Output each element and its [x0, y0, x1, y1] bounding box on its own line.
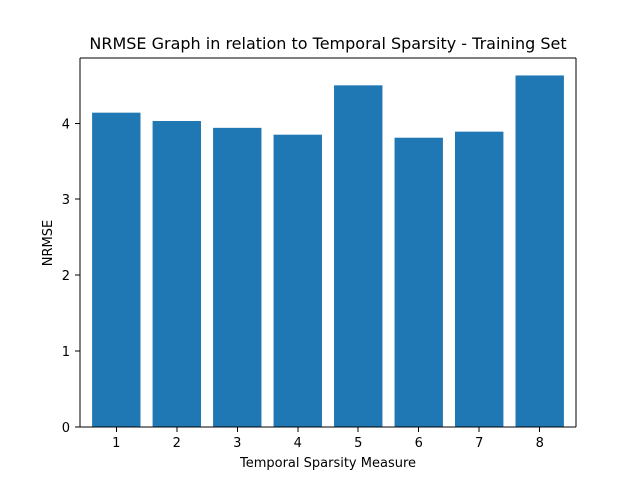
x-tick-label-5: 5: [354, 436, 362, 451]
y-tick-label-3: 3: [62, 193, 70, 208]
x-tick-label-7: 7: [475, 436, 483, 451]
bar-2: [152, 121, 201, 428]
bar-8: [515, 75, 564, 428]
y-tick-label-4: 4: [62, 117, 70, 132]
x-ticks-group: 1 2 3 4 5 6 7 8: [112, 427, 544, 451]
bar-1: [92, 112, 141, 428]
y-tick-label-2: 2: [62, 269, 70, 284]
x-tick-label-3: 3: [233, 436, 241, 451]
bar-4: [273, 134, 322, 427]
bar-5: [334, 85, 383, 427]
y-axis-label: NRMSE: [41, 220, 56, 266]
y-tick-label-0: 0: [62, 421, 70, 436]
x-tick-label-2: 2: [173, 436, 181, 451]
bar-6: [394, 137, 443, 427]
bar-3: [213, 127, 262, 427]
x-tick-label-8: 8: [536, 436, 544, 451]
chart-title: NRMSE Graph in relation to Temporal Spar…: [89, 34, 566, 53]
x-tick-label-4: 4: [294, 436, 302, 451]
bars-group: [92, 75, 564, 428]
bar-7: [455, 131, 504, 427]
x-tick-label-6: 6: [415, 436, 423, 451]
y-tick-label-1: 1: [62, 345, 70, 360]
x-axis-label: Temporal Sparsity Measure: [239, 456, 416, 471]
y-ticks-group: 0 1 2 3 4: [62, 117, 80, 436]
x-tick-label-1: 1: [112, 436, 120, 451]
